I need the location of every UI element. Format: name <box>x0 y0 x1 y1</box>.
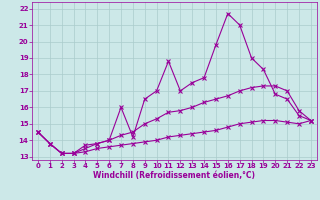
X-axis label: Windchill (Refroidissement éolien,°C): Windchill (Refroidissement éolien,°C) <box>93 171 255 180</box>
